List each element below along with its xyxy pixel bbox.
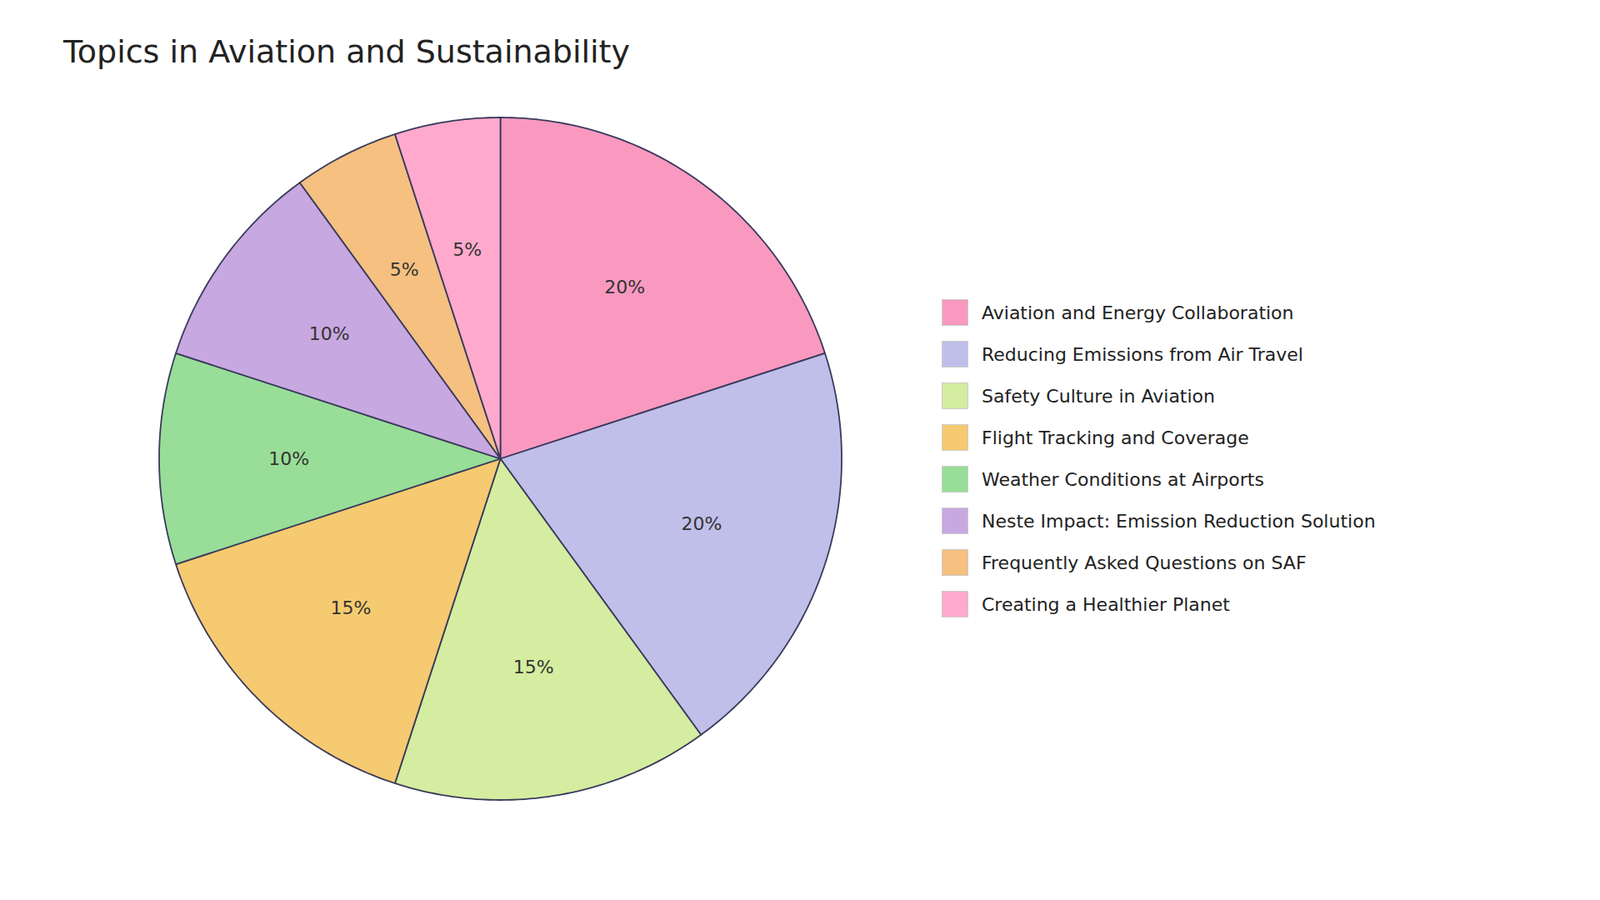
html-text:Aviation and Energy Collaborat: Aviation and Energy Collaboration — [981, 302, 1294, 323]
svg-text:10%: 10% — [309, 323, 350, 345]
html-text:Frequently Asked Questions on: Frequently Asked Questions on SAF — [981, 552, 1307, 573]
svg-text:15%: 15% — [330, 597, 372, 619]
svg-text:20%: 20% — [604, 276, 645, 298]
html-text:Safety Culture in Aviation: Safety Culture in Aviation — [981, 385, 1215, 407]
html-text:Topics in Aviation and Sustain: Topics in Aviation and Sustainability — [63, 33, 630, 70]
html-text:Reducing Emissions from Air Tr: Reducing Emissions from Air Travel — [981, 343, 1304, 365]
html-text:Neste Impact: Emission Reducti: Neste Impact: Emission Reduction Solutio… — [981, 510, 1376, 532]
html-text:Flight Tracking and Coverage: Flight Tracking and Coverage — [981, 427, 1249, 448]
svg-text:20%: 20% — [681, 513, 723, 535]
svg-text:5%: 5% — [390, 259, 420, 280]
svg-text:15%: 15% — [513, 656, 555, 678]
html-text:Weather Conditions at Airports: Weather Conditions at Airports — [981, 468, 1265, 490]
html-text:Creating a Healthier Planet: Creating a Healthier Planet — [981, 593, 1230, 615]
svg-text:10%: 10% — [268, 448, 310, 470]
svg-text:5%: 5% — [452, 239, 482, 260]
